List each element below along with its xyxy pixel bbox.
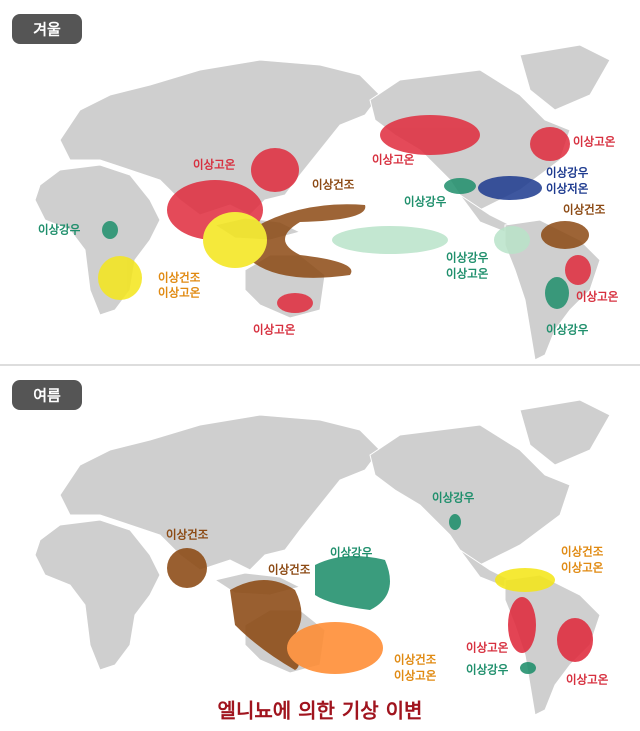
annotation: 이상건조 xyxy=(561,545,604,559)
annotation: 이상고온 xyxy=(372,153,415,167)
badge-label: 여름 xyxy=(33,387,61,405)
annotation: 이상건조 xyxy=(158,271,201,285)
annotation: 이상강우 xyxy=(404,195,447,209)
annotation: 이상강우 xyxy=(546,323,589,337)
annotation: 이상건조 xyxy=(312,178,355,192)
annotation: 이상고온 xyxy=(561,561,604,575)
title: 엘니뇨에 의한 기상 이변 xyxy=(218,699,423,723)
annotation: 이상건조 xyxy=(268,563,311,577)
annotation: 이상강우 xyxy=(446,251,489,265)
annotation: 이상고온 xyxy=(253,323,296,337)
annotation: 이상저온 xyxy=(546,182,589,196)
annotation: 이상강우 xyxy=(432,491,475,505)
annotation: 이상강우 xyxy=(38,223,81,237)
annotation: 이상건조 xyxy=(563,203,606,217)
annotation: 이상강우 xyxy=(546,166,589,180)
annotation: 이상고온 xyxy=(446,267,489,281)
annotation: 이상강우 xyxy=(330,546,373,560)
annotation: 이상고온 xyxy=(158,286,201,300)
blobs xyxy=(98,115,591,313)
annotation: 이상고온 xyxy=(394,669,437,683)
badge-label: 겨울 xyxy=(33,21,61,39)
blobs xyxy=(167,514,593,674)
annotation: 이상고온 xyxy=(193,158,236,172)
annotation: 이상건조 xyxy=(166,528,209,542)
annotation: 이상강우 xyxy=(466,663,509,677)
annotation: 이상건조 xyxy=(394,653,437,667)
annotation: 이상고온 xyxy=(576,290,619,304)
annotation: 이상고온 xyxy=(573,135,616,149)
annotation: 이상고온 xyxy=(566,673,609,687)
world-map xyxy=(34,44,611,361)
annotation: 이상고온 xyxy=(466,641,509,655)
badge xyxy=(12,14,82,44)
badge xyxy=(12,380,82,410)
